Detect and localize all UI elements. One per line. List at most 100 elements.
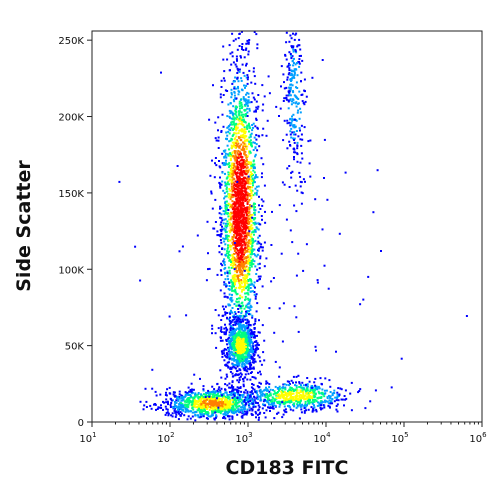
event-point: [302, 102, 305, 104]
event-point: [239, 98, 242, 101]
event-point: [344, 389, 347, 392]
event-point: [246, 392, 249, 395]
event-point: [231, 281, 234, 284]
event-point: [252, 263, 255, 266]
event-point: [239, 386, 242, 389]
event-point: [223, 295, 226, 298]
event-point: [288, 140, 291, 143]
event-point: [232, 324, 235, 326]
event-point: [250, 341, 253, 343]
event-point: [191, 406, 194, 409]
event-point: [284, 402, 287, 405]
event-point: [235, 396, 238, 399]
event-point: [247, 76, 249, 79]
event-point: [235, 339, 238, 342]
event-point: [230, 88, 233, 91]
event-point: [293, 402, 296, 405]
event-point: [197, 392, 200, 394]
event-point: [224, 234, 227, 237]
event-point: [237, 345, 240, 348]
event-point: [227, 246, 229, 249]
event-point: [298, 90, 301, 93]
event-point: [303, 398, 306, 401]
event-point: [249, 306, 252, 309]
event-point: [244, 121, 247, 124]
event-point: [253, 141, 256, 144]
event-point: [214, 406, 217, 409]
event-point: [224, 212, 227, 214]
event-point: [221, 225, 223, 228]
event-point: [184, 403, 187, 406]
event-point: [224, 411, 227, 413]
event-point: [234, 351, 237, 354]
event-point: [245, 103, 248, 106]
event-point: [232, 173, 235, 176]
event-point: [241, 189, 244, 192]
event-point: [246, 269, 249, 272]
event-point: [239, 273, 242, 276]
event-point: [169, 404, 172, 406]
event-point: [249, 362, 252, 364]
event-point: [206, 408, 208, 410]
event-point: [255, 340, 258, 343]
event-point: [262, 127, 265, 130]
event-point: [249, 324, 252, 326]
event-point: [226, 137, 228, 140]
event-point: [168, 386, 171, 389]
event-point: [232, 333, 235, 336]
event-point: [296, 141, 299, 144]
event-point: [244, 210, 247, 213]
event-point: [290, 69, 293, 72]
event-point: [248, 101, 251, 104]
event-point: [225, 326, 227, 329]
event-point: [230, 394, 233, 397]
event-point: [232, 335, 235, 338]
event-point: [256, 176, 259, 179]
event-point: [287, 99, 290, 102]
event-point: [225, 159, 227, 162]
event-point: [247, 320, 250, 323]
event-point: [242, 97, 245, 100]
event-point: [250, 132, 253, 135]
event-point: [287, 90, 290, 93]
event-point: [246, 192, 249, 195]
event-point: [259, 245, 262, 248]
event-point: [297, 44, 300, 47]
event-point: [299, 386, 302, 389]
event-point: [226, 393, 229, 396]
event-point: [244, 193, 246, 196]
event-point: [261, 394, 264, 397]
event-point: [204, 412, 207, 415]
event-point: [219, 96, 222, 99]
event-point: [267, 389, 269, 392]
event-point: [249, 332, 252, 335]
event-point: [299, 111, 302, 114]
event-point: [265, 389, 268, 392]
event-point: [285, 133, 288, 136]
event-point: [247, 393, 250, 396]
event-point: [227, 361, 230, 364]
event-point: [246, 155, 249, 158]
event-point: [242, 258, 245, 261]
event-point: [247, 352, 250, 355]
event-point: [230, 217, 232, 220]
event-point: [289, 124, 292, 127]
event-point: [321, 391, 324, 394]
event-point: [233, 162, 236, 165]
event-point: [225, 340, 228, 342]
event-point: [250, 101, 253, 104]
event-point: [230, 117, 233, 120]
event-point: [300, 94, 303, 96]
event-point: [251, 172, 253, 175]
event-point: [250, 338, 253, 341]
event-point: [235, 65, 238, 68]
event-point: [243, 130, 245, 133]
event-point: [242, 264, 245, 267]
event-point: [251, 239, 254, 242]
event-point: [231, 404, 234, 407]
event-point: [273, 417, 276, 420]
event-point: [235, 354, 237, 357]
event-point: [241, 296, 244, 299]
event-point: [182, 398, 185, 401]
event-point: [239, 216, 242, 219]
